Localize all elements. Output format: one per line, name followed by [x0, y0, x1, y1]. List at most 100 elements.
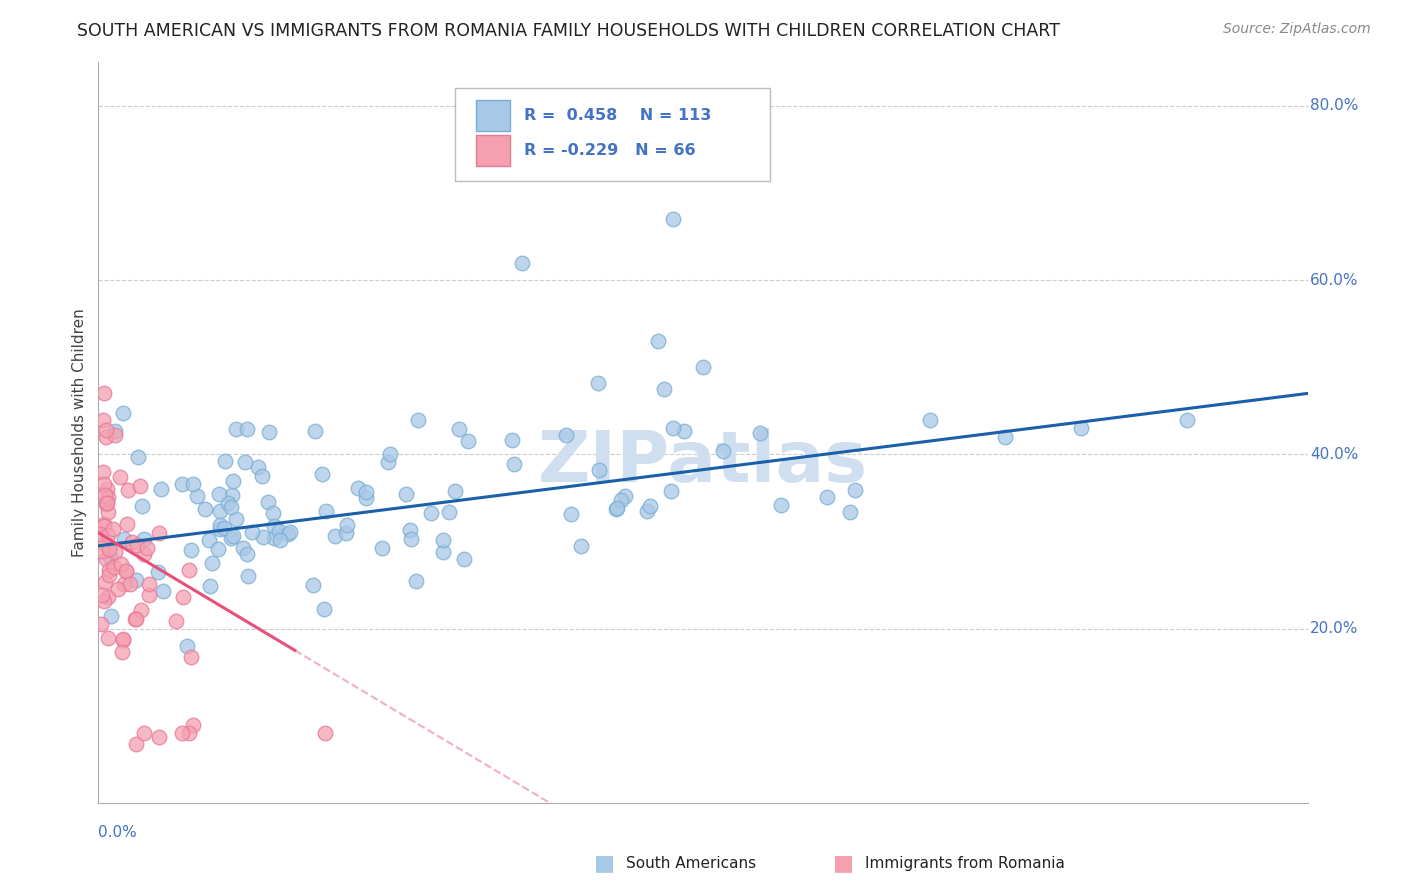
Point [115, 564, 138, 578]
Point [432, 545, 454, 559]
Point [256, 495, 278, 509]
Point [673, 424, 696, 438]
Point [108, 470, 131, 484]
Point [335, 526, 357, 541]
Point [661, 421, 683, 435]
Point [201, 556, 224, 570]
Point [692, 360, 714, 375]
Point [91, 589, 114, 603]
Point [815, 490, 838, 504]
Point [221, 529, 243, 543]
Point [148, 731, 170, 745]
Point [222, 474, 245, 488]
Point [240, 525, 263, 540]
Point [120, 577, 142, 591]
Point [114, 564, 136, 578]
Point [100, 609, 122, 624]
Point [172, 477, 194, 491]
Point [90, 617, 112, 632]
Point [267, 524, 290, 539]
Point [96, 482, 118, 496]
Point [304, 424, 326, 438]
Point [97, 632, 120, 646]
Point [354, 484, 377, 499]
Point [176, 639, 198, 653]
Point [125, 612, 148, 626]
Point [250, 469, 273, 483]
Point [406, 413, 429, 427]
Point [97, 568, 120, 582]
Point [165, 614, 187, 628]
Point [232, 541, 254, 555]
Point [149, 482, 172, 496]
Point [104, 427, 127, 442]
Point [97, 528, 120, 542]
Point [225, 512, 247, 526]
Text: ■: ■ [834, 854, 853, 873]
Point [219, 500, 242, 515]
Point [269, 533, 291, 547]
Point [134, 547, 156, 561]
Point [711, 444, 734, 458]
Point [586, 376, 609, 390]
Point [569, 539, 592, 553]
Point [221, 488, 243, 502]
Point [93, 477, 115, 491]
Text: 40.0%: 40.0% [1310, 447, 1358, 462]
Point [131, 499, 153, 513]
Point [112, 632, 135, 646]
Point [94, 430, 117, 444]
Point [129, 603, 152, 617]
Point [560, 507, 582, 521]
Point [97, 563, 120, 577]
Point [146, 565, 169, 579]
Point [112, 633, 135, 648]
Point [399, 523, 422, 537]
Point [236, 547, 259, 561]
Point [647, 334, 669, 348]
Point [447, 422, 470, 436]
Point [770, 498, 793, 512]
Point [96, 497, 118, 511]
Point [115, 516, 138, 531]
Point [138, 588, 160, 602]
Point [661, 212, 683, 227]
Point [609, 493, 631, 508]
Point [93, 519, 115, 533]
Point [336, 517, 359, 532]
Point [457, 434, 479, 449]
Point [186, 489, 208, 503]
Point [89, 526, 111, 541]
Point [347, 482, 370, 496]
Point [194, 501, 217, 516]
Point [132, 532, 155, 546]
Bar [475, 100, 509, 131]
Point [636, 504, 658, 518]
Point [323, 529, 346, 543]
Point [104, 425, 127, 439]
Point [97, 590, 120, 604]
Point [111, 406, 134, 420]
Point [152, 583, 174, 598]
Text: 80.0%: 80.0% [1310, 98, 1358, 113]
Point [181, 477, 204, 491]
Point [98, 549, 121, 564]
Point [918, 412, 941, 426]
Point [94, 575, 117, 590]
Point [114, 533, 136, 547]
Text: South Americans: South Americans [626, 856, 756, 871]
Point [121, 534, 143, 549]
Point [127, 450, 149, 465]
Text: ZIPatlas: ZIPatlas [538, 428, 868, 497]
Point [225, 422, 247, 436]
Point [1175, 412, 1198, 426]
Point [93, 517, 115, 532]
Bar [475, 135, 509, 166]
Text: 20.0%: 20.0% [1310, 621, 1358, 636]
Point [172, 591, 194, 605]
Point [107, 582, 129, 597]
Point [93, 594, 115, 608]
Point [354, 491, 377, 506]
Point [277, 526, 299, 541]
Point [252, 530, 274, 544]
